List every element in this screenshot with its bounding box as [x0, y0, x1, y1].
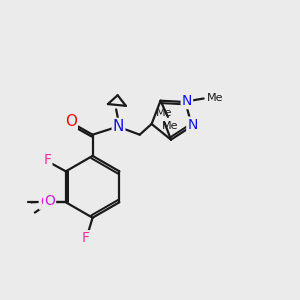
Text: O: O — [65, 114, 77, 129]
Text: N: N — [187, 118, 198, 132]
Text: Me: Me — [156, 108, 172, 118]
Text: N: N — [182, 94, 192, 108]
Text: O: O — [44, 194, 55, 208]
Text: Me: Me — [162, 121, 178, 131]
Text: methoxy: methoxy — [32, 202, 38, 204]
Text: O: O — [40, 195, 51, 209]
Text: F: F — [44, 154, 51, 167]
Text: N: N — [113, 119, 124, 134]
Text: Me: Me — [207, 93, 224, 103]
Text: F: F — [82, 231, 90, 245]
Text: methyl: methyl — [28, 201, 33, 202]
